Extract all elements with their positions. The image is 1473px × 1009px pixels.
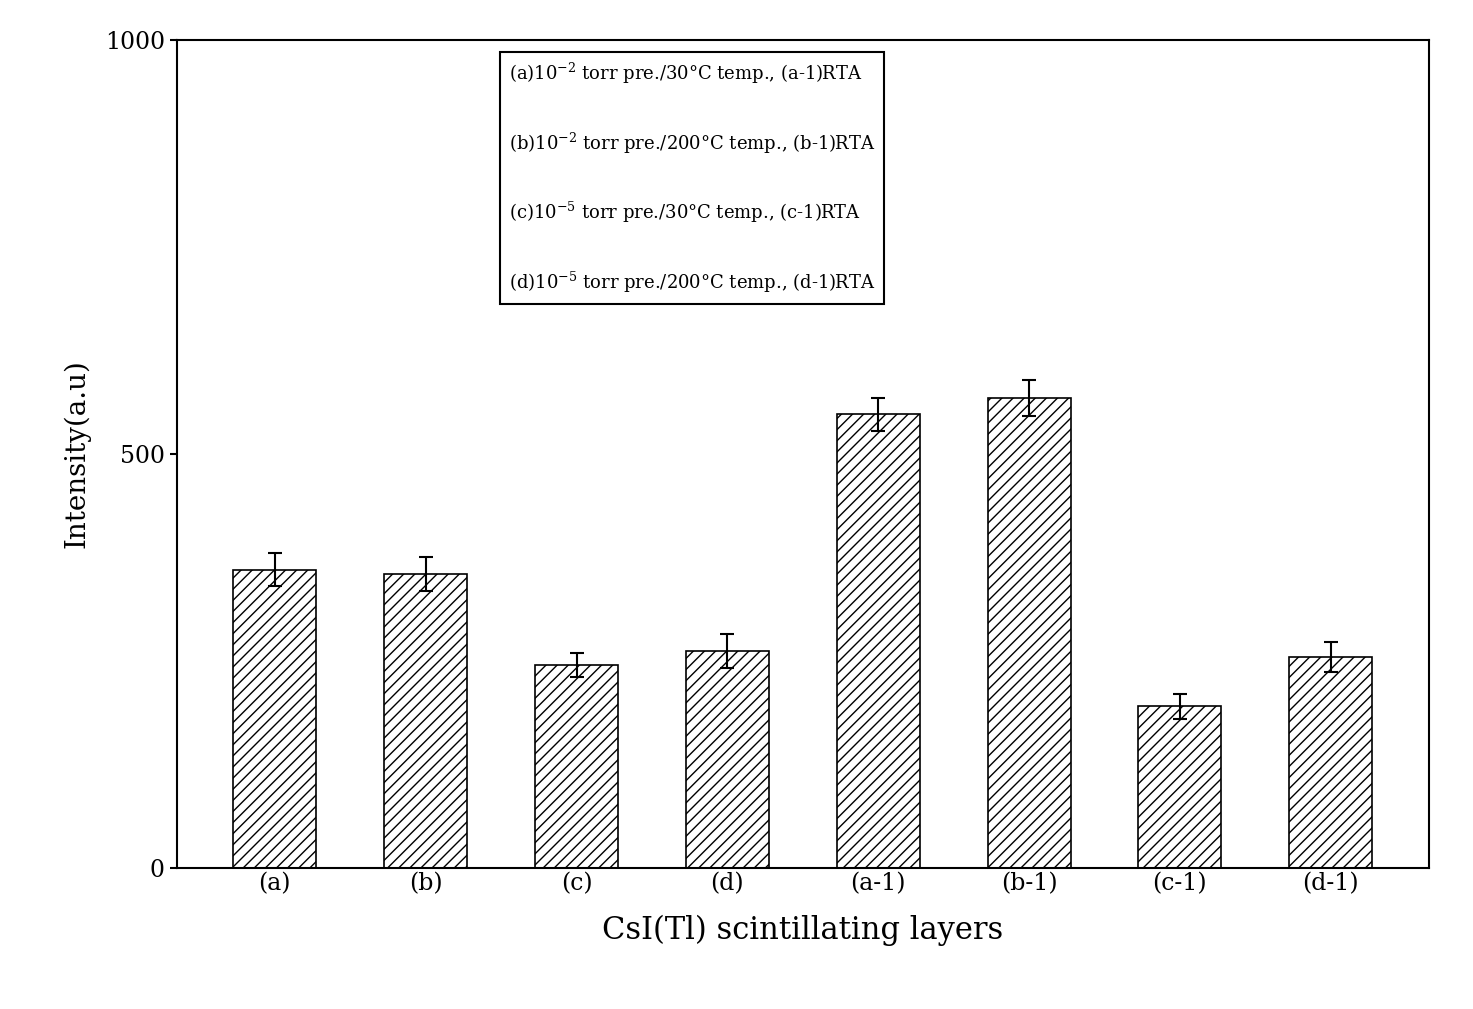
Bar xyxy=(384,574,467,868)
X-axis label: CsI(Tl) scintillating layers: CsI(Tl) scintillating layers xyxy=(602,915,1003,946)
Bar xyxy=(1289,657,1373,868)
Bar xyxy=(233,570,317,868)
Bar xyxy=(837,415,919,868)
Bar xyxy=(987,398,1071,868)
Bar xyxy=(686,651,769,868)
Text: (a)10$^{-2}$ torr pre./30°C temp., (a-1)RTA

(b)10$^{-2}$ torr pre./200°C temp.,: (a)10$^{-2}$ torr pre./30°C temp., (a-1)… xyxy=(508,62,875,295)
Y-axis label: Intensity(a.u): Intensity(a.u) xyxy=(63,359,91,549)
Bar xyxy=(1139,706,1221,868)
Bar xyxy=(535,665,619,868)
